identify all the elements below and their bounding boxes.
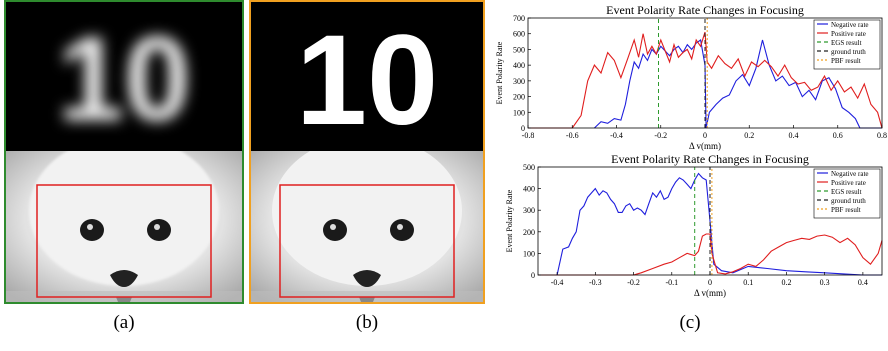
y-tick-label: 400 (523, 185, 535, 194)
legend-box (813, 168, 881, 219)
roi-rectangle (279, 184, 455, 298)
x-tick-label: -0.4 (610, 131, 623, 140)
y-axis-label: Event Polarity Rate (505, 189, 514, 252)
legend-label: Positive rate (831, 179, 866, 187)
sharp-digits: 10 (296, 9, 438, 151)
x-tick-label: -0.6 (566, 131, 579, 140)
x-tick-label: 0.4 (789, 131, 799, 140)
series-line-positive-rate (528, 31, 883, 129)
x-tick-label: 0.6 (833, 131, 843, 140)
y-tick-label: 0 (521, 124, 525, 133)
panel-b-bottom-image (249, 151, 485, 304)
x-tick-label: 0.2 (781, 278, 791, 287)
y-tick-label: 100 (523, 249, 535, 258)
y-tick-label: 400 (513, 61, 525, 70)
series-line-negative-rate (594, 39, 882, 129)
panel-c-label: (c) (679, 312, 701, 333)
chart-2: Event Polarity Rate Changes in Focusing -… (505, 152, 883, 298)
chart-title: Event Polarity Rate Changes in Focusing (611, 152, 809, 166)
y-tick-label: 100 (513, 108, 525, 117)
x-axis-label: Δ v(mm) (694, 288, 726, 298)
legend-box (813, 19, 881, 70)
x-tick-label: -0.3 (589, 278, 602, 287)
legend-label: ground truth (831, 197, 866, 205)
x-tick-label: -0.2 (654, 131, 667, 140)
x-tick-label: -0.2 (627, 278, 640, 287)
panel-b-top-image: 10 (249, 0, 485, 153)
legend-label: EGS result (831, 188, 862, 196)
y-tick-label: 200 (513, 93, 525, 102)
legend-label: EGS result (831, 39, 862, 47)
x-tick-label: 0.8 (877, 131, 887, 140)
series-line-positive-rate (538, 233, 883, 276)
legend-label: ground truth (831, 48, 866, 56)
legend-label: PBF result (831, 57, 861, 65)
legend-label: Negative rate (831, 21, 869, 29)
panel-a-bottom-image (4, 151, 244, 304)
x-tick-label: -0.4 (551, 278, 564, 287)
y-axis-label: Event Polarity Rate (495, 41, 504, 104)
y-tick-label: 600 (513, 30, 525, 39)
x-tick-label: 0.2 (744, 131, 754, 140)
series-line-negative-rate (538, 172, 882, 276)
legend-label: PBF result (831, 206, 861, 214)
chart-title: Event Polarity Rate Changes in Focusing (606, 3, 804, 17)
y-tick-label: 700 (513, 14, 525, 23)
y-tick-label: 0 (531, 271, 535, 280)
x-tick-label: 0.1 (743, 278, 753, 287)
x-tick-label: 0.3 (820, 278, 830, 287)
x-tick-label: 0 (708, 278, 712, 287)
y-tick-label: 500 (523, 163, 535, 172)
panel-c-charts: Event Polarity Rate Changes in Focusing -… (492, 0, 888, 300)
panel-a-top-image: 10 (4, 0, 244, 153)
panel-a-label: (a) (113, 312, 135, 333)
y-tick-label: 300 (523, 206, 535, 215)
y-tick-label: 500 (513, 45, 525, 54)
legend-label: Positive rate (831, 30, 866, 38)
legend-label: Negative rate (831, 170, 869, 178)
blurred-digits: 10 (57, 12, 190, 146)
chart-1: Event Polarity Rate Changes in Focusing -… (495, 3, 887, 151)
x-tick-label: -0.1 (665, 278, 678, 287)
y-tick-label: 300 (513, 77, 525, 86)
x-axis-label: Δ v(mm) (689, 141, 721, 151)
x-tick-label: -0.8 (522, 131, 535, 140)
x-tick-label: 0.4 (858, 278, 868, 287)
roi-rectangle (36, 184, 212, 298)
panel-b-label: (b) (355, 312, 379, 333)
x-tick-label: 0 (703, 131, 707, 140)
y-tick-label: 200 (523, 228, 535, 237)
